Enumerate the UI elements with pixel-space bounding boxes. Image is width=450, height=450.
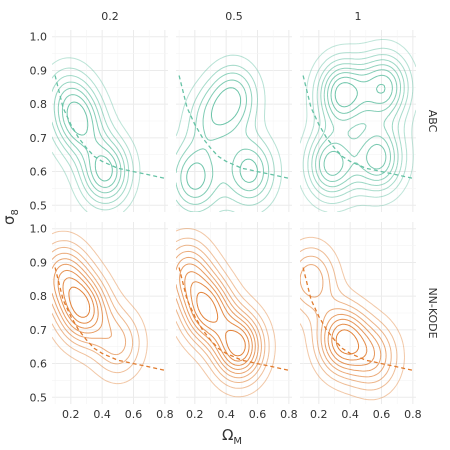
y-tick-label: 1.0	[30, 31, 48, 44]
facet-column-label: 0.2	[101, 10, 119, 23]
x-tick-label: 0.6	[125, 408, 143, 421]
y-tick-label: 1.0	[30, 223, 48, 236]
panels-layer	[52, 30, 416, 404]
y-tick-label: 0.9	[30, 64, 48, 77]
x-tick-label: 0.4	[341, 408, 359, 421]
contour-line	[62, 277, 95, 324]
density-contours	[52, 57, 141, 212]
facet-column-label: 1	[355, 10, 362, 23]
reference-curve	[54, 267, 166, 371]
facet-panel	[176, 222, 292, 404]
y-tick-label: 0.9	[30, 256, 48, 269]
contour-line	[52, 230, 148, 385]
contour-line	[327, 318, 375, 366]
density-contours	[176, 54, 283, 212]
y-axis-title-subscript: 8	[10, 209, 21, 215]
y-tick-label: 0.6	[30, 166, 48, 179]
contour-line	[176, 64, 275, 212]
contour-line	[300, 264, 387, 378]
contour-line	[176, 54, 283, 212]
reference-curve	[178, 267, 290, 371]
contour-line	[53, 81, 126, 199]
y-tick-label: 0.8	[30, 290, 48, 303]
contour-line	[315, 64, 401, 188]
contour-line	[300, 255, 392, 384]
facet-panel	[176, 30, 292, 212]
contour-line	[302, 47, 414, 204]
contour-line	[61, 94, 118, 188]
contour-line	[335, 329, 360, 355]
contour-line	[196, 291, 246, 357]
contour-line	[57, 269, 99, 329]
x-tick-label: 0.2	[186, 408, 204, 421]
facet-column-label: 0.5	[225, 10, 243, 23]
contour-line	[331, 323, 368, 361]
contour-line	[52, 246, 134, 365]
y-tick-label: 0.8	[30, 98, 48, 111]
x-tick-label: 0.2	[310, 408, 328, 421]
contour-line	[176, 250, 262, 379]
contour-line	[176, 256, 259, 374]
contour-line	[190, 281, 250, 362]
x-tick-label: 0.4	[217, 408, 235, 421]
contour-line	[52, 240, 140, 374]
contour-line	[68, 286, 91, 318]
contour-line	[52, 57, 141, 212]
x-axis-title-subscript: M	[233, 436, 242, 447]
y-tick-label: 0.7	[30, 132, 48, 145]
facet-row-label: NN-KODE	[426, 287, 439, 338]
contour-line	[334, 82, 386, 108]
contour-line	[323, 74, 393, 176]
contour-line	[180, 79, 264, 198]
contour-line	[300, 39, 416, 212]
y-tick-label: 0.5	[30, 391, 48, 404]
x-axis-title: ΩM	[222, 426, 242, 447]
density-contours	[300, 39, 416, 212]
contour-line	[66, 101, 113, 182]
y-axis-title: σ8	[0, 209, 21, 225]
x-tick-label: 0.8	[404, 408, 422, 421]
facet-panel	[52, 222, 168, 404]
contour-line	[52, 67, 134, 211]
x-tick-label: 0.8	[156, 408, 174, 421]
facet-panel	[52, 30, 168, 212]
reference-curve	[178, 75, 290, 179]
contour-line	[53, 263, 104, 334]
reference-curve	[302, 267, 414, 371]
contour-line	[176, 237, 270, 389]
contour-line	[307, 54, 409, 198]
contour-line	[52, 75, 130, 204]
facet-panel	[300, 222, 416, 404]
x-tick-label: 0.2	[62, 408, 80, 421]
contour-line	[311, 59, 405, 193]
contour-line	[57, 87, 122, 194]
contour-line	[186, 87, 258, 190]
y-tick-label: 0.5	[30, 199, 48, 212]
contour-line	[176, 228, 276, 398]
density-contours	[176, 228, 276, 398]
reference-curve	[302, 75, 414, 179]
contour-line	[176, 244, 266, 383]
contour-line	[300, 247, 398, 391]
contour-line	[176, 72, 270, 205]
facet-row-label: ABC	[426, 110, 439, 133]
contour-line	[179, 263, 256, 370]
facet-panel	[300, 30, 416, 212]
contour-line	[319, 69, 398, 182]
contour-line	[52, 258, 112, 339]
x-tick-label: 0.4	[93, 408, 111, 421]
density-contours	[52, 230, 148, 385]
density-contours	[300, 236, 405, 401]
x-tick-label: 0.6	[249, 408, 267, 421]
reference-curve	[54, 75, 166, 179]
y-tick-label: 0.7	[30, 324, 48, 337]
y-tick-label: 0.6	[30, 358, 48, 371]
axes-layer: 0.2 0.5 1 ABC NN-KODE 0.5 0.6 0.7 0.8 0.9 1.0 0.5 0.…	[30, 10, 440, 421]
contour-line	[300, 236, 405, 401]
x-tick-label: 0.8	[280, 408, 298, 421]
x-tick-label: 0.6	[373, 408, 391, 421]
contour-line	[52, 252, 127, 356]
